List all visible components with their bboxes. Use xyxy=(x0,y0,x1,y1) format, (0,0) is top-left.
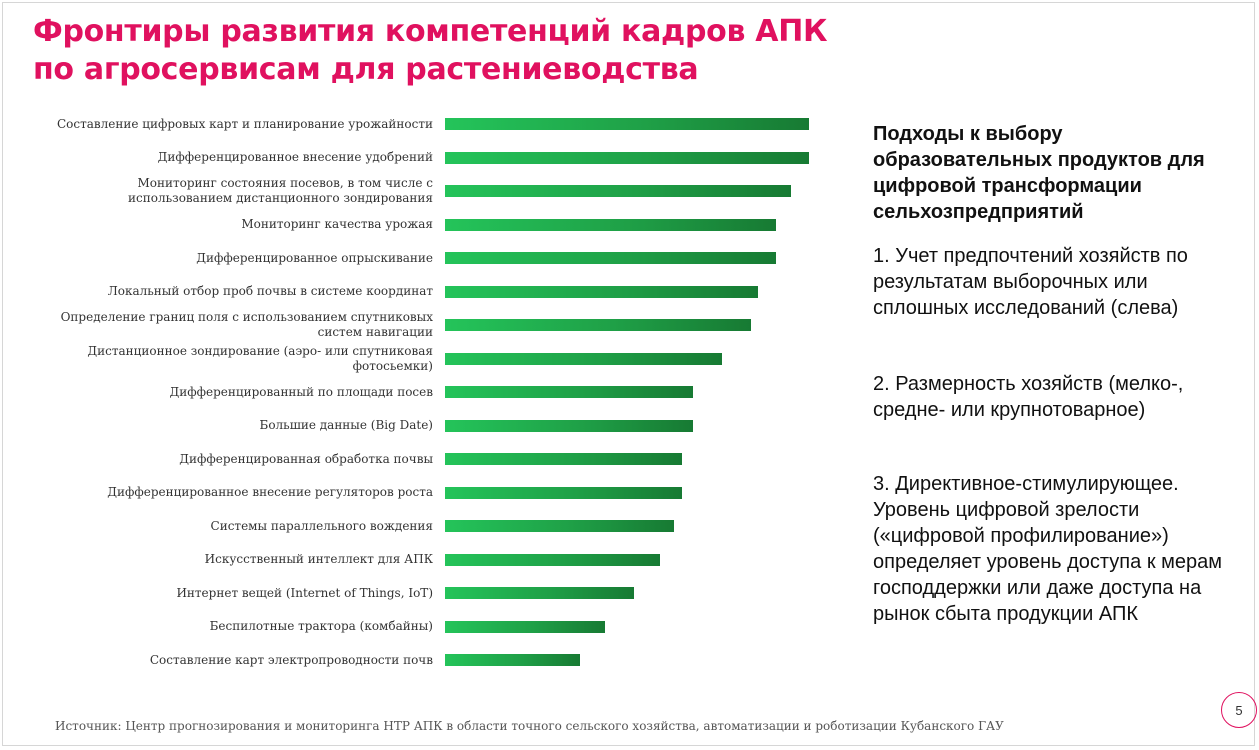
bar xyxy=(445,285,759,298)
slide-title: Фронтиры развития компетенций кадров АПК… xyxy=(33,13,828,89)
bar xyxy=(445,218,777,231)
category-label: Составление карт электропроводности почв xyxy=(149,652,433,667)
category-label: Локальный отбор проб почвы в системе коо… xyxy=(107,284,433,298)
title-line-2: по агросервисам для растениеводства xyxy=(33,52,699,87)
category-label: Системы параллельного вождения xyxy=(210,518,433,533)
approaches-heading: Подходы к выбору образовательных продукт… xyxy=(873,123,1205,223)
category-label: Дифференцированное опрыскивание xyxy=(196,250,433,265)
category-label: Дифференцированное внесение удобрений xyxy=(157,150,433,164)
bar xyxy=(445,453,682,465)
bar xyxy=(445,654,580,666)
category-label: Большие данные (Big Date) xyxy=(259,418,434,432)
bar xyxy=(445,553,660,566)
category-label: Дистанционное зондирование (аэро- или сп… xyxy=(87,343,433,373)
bar xyxy=(445,486,682,499)
bar xyxy=(445,151,809,164)
category-label: Дифференцированная обработка почвы xyxy=(179,451,433,466)
bar xyxy=(445,419,693,432)
bar xyxy=(445,319,751,331)
bar-chart: Составление цифровых карт и планирование… xyxy=(3,3,863,683)
category-label: Мониторинг состояния посевов, в том числ… xyxy=(128,176,433,205)
category-label: Беспилотные трактора (комбайны) xyxy=(209,619,433,633)
bar xyxy=(445,352,722,365)
approach-2: 2. Размерность хозяйств (мелко-, средне-… xyxy=(873,373,1184,421)
approaches-panel: Подходы к выбору образовательных продукт… xyxy=(873,121,1243,625)
bar xyxy=(445,118,809,130)
category-label: Мониторинг качества урожая xyxy=(241,217,433,231)
source-note: Источник: Центр прогнозирования и монито… xyxy=(55,719,1004,733)
category-label: Составление цифровых карт и планирование… xyxy=(56,116,433,131)
category-label: Интернет вещей (Internet of Things, IoT) xyxy=(176,585,433,600)
category-label: Искусственный интеллект для АПК xyxy=(204,552,433,566)
category-label: Дифференцированное внесение регуляторов … xyxy=(107,485,433,499)
bar xyxy=(445,386,693,398)
page-number-badge: 5 xyxy=(1221,692,1257,728)
bar xyxy=(445,252,777,264)
title-line-1: Фронтиры развития компетенций кадров АПК xyxy=(33,14,828,49)
bar xyxy=(445,587,635,599)
approach-3: 3. Директивное-стимулирующее. Уровень ци… xyxy=(873,473,1222,625)
bar xyxy=(445,520,675,532)
category-label: Дифференцированный по площади посев xyxy=(169,384,433,399)
category-label: Определение границ поля с использованием… xyxy=(60,310,433,339)
bar xyxy=(445,620,606,633)
bar xyxy=(445,185,791,197)
approach-1: 1. Учет предпочтений хозяйств по результ… xyxy=(873,245,1188,319)
